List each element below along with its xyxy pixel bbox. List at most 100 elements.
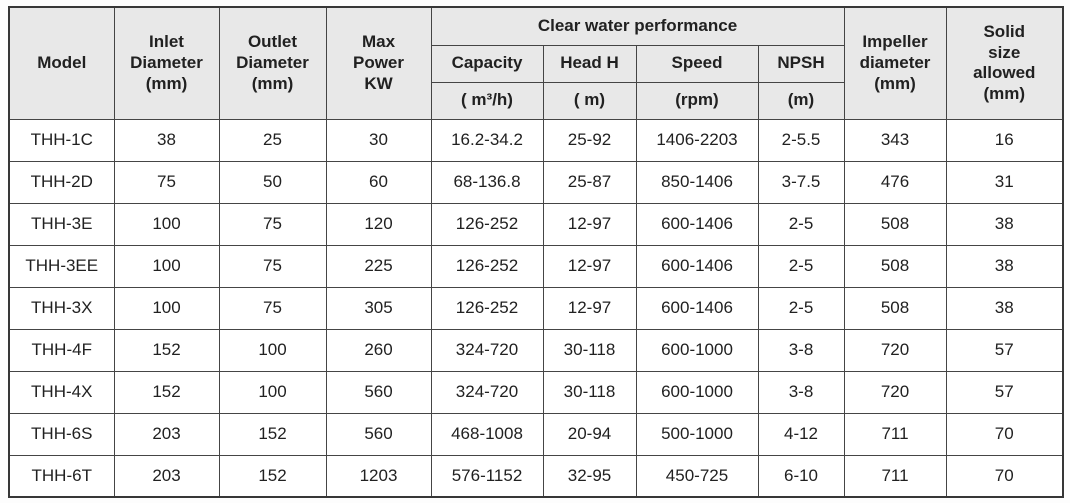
cell-solid: 31 [945, 160, 1064, 204]
cell-head: 12-97 [542, 286, 637, 330]
cell-npsh: 3-7.5 [757, 160, 845, 204]
cell-solid: 38 [945, 202, 1064, 246]
cell-model: THH-1C [8, 118, 115, 162]
header-head-unit: ( m) [542, 81, 637, 120]
header-inlet-diameter: Inlet Diameter (mm) [113, 6, 220, 120]
cell-outlet: 50 [218, 160, 327, 204]
cell-model: THH-3X [8, 286, 115, 330]
cell-inlet: 203 [113, 412, 220, 456]
cell-model: THH-3E [8, 202, 115, 246]
cell-outlet: 100 [218, 370, 327, 414]
header-outlet-diameter: Outlet Diameter (mm) [218, 6, 327, 120]
cell-inlet: 75 [113, 160, 220, 204]
header-speed: Speed [635, 44, 759, 83]
cell-inlet: 203 [113, 454, 220, 498]
cell-solid: 38 [945, 286, 1064, 330]
table-row: THH-4F 152 100 260 324-720 30-118 600-1000 3-8 7… [8, 328, 1064, 372]
header-head: Head H [542, 44, 637, 83]
cell-capacity: 126-252 [430, 202, 544, 246]
cell-max_power: 560 [325, 412, 432, 456]
cell-npsh: 6-10 [757, 454, 845, 498]
cell-model: THH-3EE [8, 244, 115, 288]
cell-max_power: 120 [325, 202, 432, 246]
header-solid-size-allowed: Solid size allowed (mm) [945, 6, 1064, 120]
cell-model: THH-6T [8, 454, 115, 498]
cell-npsh: 3-8 [757, 328, 845, 372]
cell-capacity: 468-1008 [430, 412, 544, 456]
cell-capacity: 126-252 [430, 244, 544, 288]
cell-outlet: 152 [218, 412, 327, 456]
cell-solid: 70 [945, 454, 1064, 498]
cell-npsh: 2-5 [757, 244, 845, 288]
header-max-power: Max Power KW [325, 6, 432, 120]
cell-impeller: 343 [843, 118, 947, 162]
cell-npsh: 2-5.5 [757, 118, 845, 162]
cell-max_power: 560 [325, 370, 432, 414]
cell-speed: 600-1000 [635, 370, 759, 414]
cell-speed: 600-1406 [635, 244, 759, 288]
cell-head: 20-94 [542, 412, 637, 456]
cell-model: THH-6S [8, 412, 115, 456]
cell-inlet: 38 [113, 118, 220, 162]
cell-impeller: 508 [843, 244, 947, 288]
cell-capacity: 576-1152 [430, 454, 544, 498]
cell-max_power: 30 [325, 118, 432, 162]
table-header: Model Inlet Diameter (mm) Outlet Diamete… [8, 6, 1064, 120]
cell-head: 25-87 [542, 160, 637, 204]
cell-max_power: 1203 [325, 454, 432, 498]
header-row-2: Capacity Head H Speed NPSH [9, 44, 1063, 83]
cell-speed: 600-1406 [635, 202, 759, 246]
cell-inlet: 100 [113, 202, 220, 246]
cell-inlet: 100 [113, 286, 220, 330]
cell-outlet: 75 [218, 202, 327, 246]
header-capacity: Capacity [430, 44, 544, 83]
cell-capacity: 324-720 [430, 328, 544, 372]
cell-impeller: 711 [843, 412, 947, 456]
cell-head: 12-97 [542, 202, 637, 246]
table-row: THH-3E 100 75 120 126-252 12-97 600-1406 2-5 508… [8, 202, 1064, 246]
cell-model: THH-4X [8, 370, 115, 414]
cell-solid: 70 [945, 412, 1064, 456]
cell-npsh: 2-5 [757, 202, 845, 246]
cell-capacity: 324-720 [430, 370, 544, 414]
table-row: THH-4X 152 100 560 324-720 30-118 600-1000 3-8 7… [8, 370, 1064, 414]
table-row: THH-1C 38 25 30 16.2-34.2 25-92 1406-2203 2-5.5… [8, 118, 1064, 162]
cell-max_power: 60 [325, 160, 432, 204]
cell-impeller: 720 [843, 370, 947, 414]
table-body: THH-1C 38 25 30 16.2-34.2 25-92 1406-2203 2-5.5… [8, 118, 1064, 498]
header-row-1: Model Inlet Diameter (mm) Outlet Diamete… [8, 6, 1064, 120]
cell-npsh: 2-5 [757, 286, 845, 330]
cell-capacity: 16.2-34.2 [430, 118, 544, 162]
cell-inlet: 152 [113, 370, 220, 414]
table-row: THH-6T 203 152 1203 576-1152 32-95 450-725 6-10… [8, 454, 1064, 498]
cell-head: 30-118 [542, 328, 637, 372]
cell-head: 32-95 [542, 454, 637, 498]
cell-npsh: 3-8 [757, 370, 845, 414]
cell-outlet: 152 [218, 454, 327, 498]
cell-impeller: 476 [843, 160, 947, 204]
cell-speed: 600-1406 [635, 286, 759, 330]
cell-outlet: 25 [218, 118, 327, 162]
cell-outlet: 75 [218, 286, 327, 330]
cell-model: THH-2D [8, 160, 115, 204]
cell-max_power: 260 [325, 328, 432, 372]
cell-npsh: 4-12 [757, 412, 845, 456]
header-model: Model [8, 6, 115, 120]
cell-outlet: 75 [218, 244, 327, 288]
table-row: THH-3X 100 75 305 126-252 12-97 600-1406 2-5 508… [8, 286, 1064, 330]
cell-speed: 850-1406 [635, 160, 759, 204]
cell-outlet: 100 [218, 328, 327, 372]
header-npsh: NPSH [757, 44, 845, 83]
cell-impeller: 720 [843, 328, 947, 372]
cell-head: 30-118 [542, 370, 637, 414]
cell-impeller: 508 [843, 202, 947, 246]
header-clear-water-performance: Clear water performance [430, 6, 845, 46]
header-npsh-unit: (m) [757, 81, 845, 120]
cell-speed: 500-1000 [635, 412, 759, 456]
pump-spec-table-container: Model Inlet Diameter (mm) Outlet Diamete… [8, 6, 1064, 498]
cell-speed: 600-1000 [635, 328, 759, 372]
cell-head: 12-97 [542, 244, 637, 288]
cell-head: 25-92 [542, 118, 637, 162]
cell-inlet: 100 [113, 244, 220, 288]
header-impeller-diameter: Impeller diameter (mm) [843, 6, 947, 120]
